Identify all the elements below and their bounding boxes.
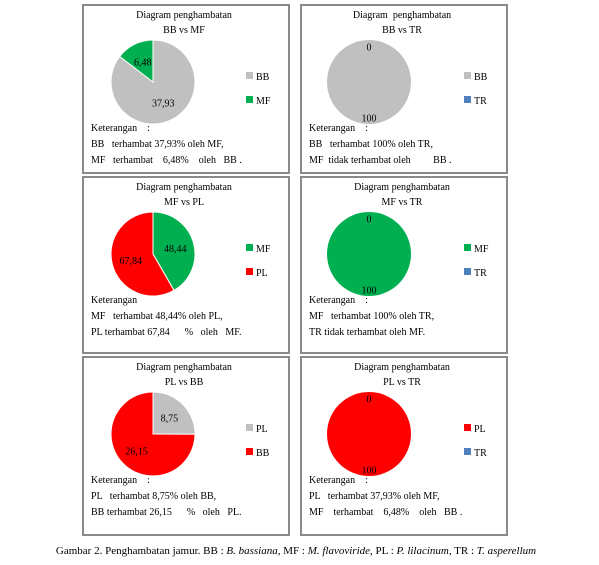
value-label: 100 (362, 114, 377, 125)
chart-title: Diagram penghambatan (354, 182, 450, 193)
chart-subtitle: BB vs MF (163, 25, 205, 36)
value-label: 26,15 (125, 446, 148, 457)
legend-swatch (464, 96, 471, 103)
legend-swatch (246, 72, 253, 79)
pie-slice (327, 392, 411, 476)
caption-part: , TR : (449, 545, 477, 557)
chart-title: Diagram penghambatan (136, 10, 232, 21)
chart-subtitle: MF vs PL (164, 197, 204, 208)
legend-label: MF (474, 244, 489, 255)
value-label: 37,93 (152, 99, 175, 110)
legend-label: PL (474, 424, 486, 435)
value-label: 100 (362, 286, 377, 297)
legend-label: MF (256, 96, 271, 107)
caption: Gambar 2. Penghambatan jamur. BB : B. ba… (56, 545, 536, 557)
value-label: 48,44 (164, 244, 187, 255)
pie-slice (118, 39, 154, 84)
pie-slice (327, 40, 411, 124)
legend-swatch (464, 244, 471, 251)
note: MF terhambat 48,44% oleh PL, (91, 311, 223, 322)
legend-label: MF (256, 244, 271, 255)
caption-part: , MF : (278, 545, 308, 557)
legend-label: TR (474, 96, 487, 107)
note: PL terhambat 8,75% oleh BB, (91, 491, 216, 502)
value-label: 0 (367, 214, 372, 225)
caption-part: Gambar 2. Penghambatan jamur. BB : (56, 545, 226, 557)
legend-label: PL (256, 424, 268, 435)
legend-label: BB (474, 72, 488, 83)
chart-title: Diagram penghambatan (353, 10, 451, 21)
chart-subtitle: MF vs TR (382, 197, 423, 208)
value-label: 0 (367, 42, 372, 53)
chart-subtitle: PL vs TR (383, 377, 421, 388)
legend-swatch (464, 72, 471, 79)
caption-part: P. lilacinum (396, 545, 449, 557)
note: PL terhambat 37,93% oleh MF, (309, 491, 439, 502)
note: Keterangan : (91, 123, 150, 134)
chart-subtitle: BB vs TR (382, 25, 422, 36)
note: BB terhambat 100% oleh TR, (309, 139, 433, 150)
legend-swatch (464, 268, 471, 275)
note: PL terhambat 67,84 % oleh MF. (91, 327, 241, 338)
legend-label: TR (474, 448, 487, 459)
note: Keterangan : (309, 475, 368, 486)
chart-title: Diagram penghambatan (354, 362, 450, 373)
value-label: 6,48 (134, 57, 152, 68)
legend-swatch (246, 424, 253, 431)
legend-label: TR (474, 268, 487, 279)
chart-title: Diagram penghambatan (136, 182, 232, 193)
legend-label: BB (256, 72, 270, 83)
note: TR tidak terhambat oleh MF. (309, 327, 425, 338)
pie-slice (152, 211, 196, 292)
value-label: 8,75 (161, 414, 179, 425)
pie-slice (110, 211, 175, 297)
note: BB terhambat 26,15 % oleh PL. (91, 507, 242, 518)
legend-swatch (464, 448, 471, 455)
chart-title: Diagram penghambatan (136, 362, 232, 373)
legend-label: BB (256, 448, 270, 459)
pie-slice (327, 212, 411, 296)
pie-slice (110, 391, 196, 477)
chart-subtitle: PL vs BB (165, 377, 204, 388)
legend-swatch (246, 244, 253, 251)
legend-swatch (246, 268, 253, 275)
pie-slice (110, 39, 196, 125)
legend-label: PL (256, 268, 268, 279)
note: Keterangan (91, 295, 137, 306)
legend-swatch (246, 448, 253, 455)
caption-part: B. bassiana (226, 545, 278, 557)
note: MF terhambat 6,48% oleh BB . (309, 507, 462, 518)
value-label: 67,84 (119, 256, 142, 267)
legend-swatch (246, 96, 253, 103)
note: MF terhambat 100% oleh TR, (309, 311, 434, 322)
note: MF tidak terhambat oleh BB . (309, 155, 452, 166)
note: Keterangan : (309, 123, 368, 134)
note: MF terhambat 6,48% oleh BB . (91, 155, 242, 166)
caption-part: T. asperellum (477, 545, 536, 557)
pie-slice (152, 391, 196, 435)
value-label: 0 (367, 394, 372, 405)
caption-part: , PL : (370, 545, 397, 557)
legend-swatch (464, 424, 471, 431)
note: Keterangan : (91, 475, 150, 486)
caption-part: M. flavoviride (307, 545, 370, 557)
note: BB terhambat 37,93% oleh MF, (91, 139, 224, 150)
note: Keterangan : (309, 295, 368, 306)
value-label: 100 (362, 466, 377, 477)
